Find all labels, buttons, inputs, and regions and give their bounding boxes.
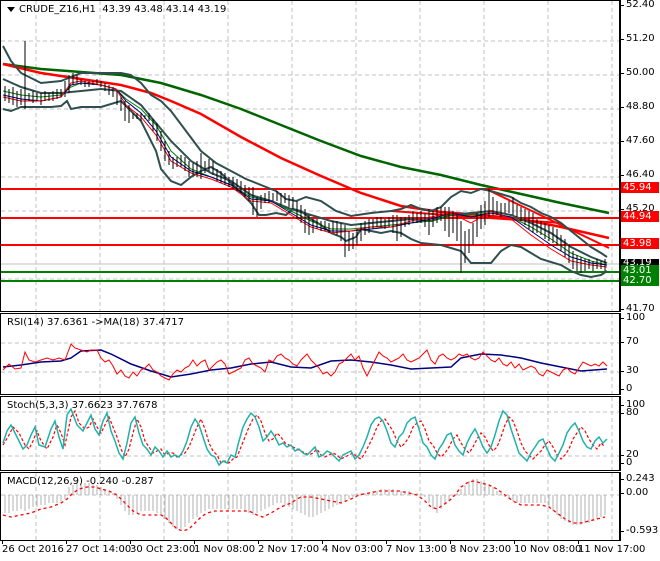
rsi-line <box>2 343 608 381</box>
time-label: 8 Nov 23:00 <box>450 540 512 555</box>
rsi-label: RSI(14) 37.6361 ->MA(18) 37.4717 <box>7 317 184 328</box>
rsi-tick: 30 <box>621 365 639 376</box>
bollinger-upper <box>2 45 608 258</box>
price-bars <box>4 41 606 273</box>
time-label: 4 Nov 03:00 <box>322 540 384 555</box>
rsi-canvas <box>1 314 619 394</box>
time-label: 1 Nov 08:00 <box>194 540 256 555</box>
symbol-name: CRUDE_Z16,H1 <box>19 4 96 15</box>
current-price-tag: 43.19 <box>621 259 659 267</box>
rsi-axis: 100 70 30 0 <box>620 312 660 395</box>
stoch-canvas <box>1 397 619 470</box>
macd-tick: 0.243 <box>621 473 655 484</box>
stoch-tick: 80 <box>621 407 639 418</box>
ohlc-values: 43.39 43.48 43.14 43.19 <box>102 4 227 15</box>
ma-slow-green <box>2 62 610 215</box>
trendline-1[interactable] <box>485 188 610 249</box>
stoch-signal-line <box>2 409 606 464</box>
grid <box>1 1 619 311</box>
time-label: 27 Oct 14:00 <box>66 540 132 555</box>
time-label: 30 Oct 23:00 <box>130 540 196 555</box>
rsi-tick: 100 <box>621 312 645 323</box>
level-tag-42-70: 42.70 <box>621 275 659 286</box>
price-tick: 51.20 <box>621 33 655 44</box>
stoch-tick: 20 <box>621 449 639 460</box>
stochastic-panel[interactable]: Stoch(5,3,3) 37.6623 37.7678 <box>0 396 620 471</box>
level-tag-45-94: 45.94 <box>621 182 659 193</box>
price-tick: 41.70 <box>621 303 655 314</box>
macd-label: MACD(12,26,9) -0.240 -0.287 <box>7 476 154 487</box>
price-tick: 47.60 <box>621 135 655 146</box>
stoch-tick: 100 <box>621 399 645 410</box>
time-axis[interactable]: 26 Oct 2016 27 Oct 14:00 30 Oct 23:00 1 … <box>0 540 645 561</box>
dropdown-arrow-icon[interactable] <box>7 6 15 12</box>
macd-panel[interactable]: MACD(12,26,9) -0.240 -0.287 <box>0 472 620 541</box>
price-tick: 48.80 <box>621 101 655 112</box>
level-tag-44-94: 44.94 <box>621 211 659 222</box>
stoch-main-line <box>2 407 608 467</box>
macd-histogram <box>4 479 606 529</box>
price-tick: 45.20 <box>621 203 655 214</box>
level-tag-43-01: 43.01 <box>621 265 659 276</box>
macd-signal-line <box>2 480 606 532</box>
stoch-label: Stoch(5,3,3) 37.6623 37.7678 <box>7 400 158 411</box>
price-tick: 46.40 <box>621 169 655 180</box>
bollinger-lower <box>2 99 608 279</box>
symbol-header: CRUDE_Z16,H1 43.39 43.48 43.14 43.19 <box>7 4 226 15</box>
macd-tick: -0.593 <box>621 525 658 536</box>
price-tick: 50.00 <box>621 67 655 78</box>
time-label: 10 Nov 08:00 <box>514 540 582 555</box>
macd-axis: 0.243 0.00 -0.593 <box>620 472 660 541</box>
time-label: 26 Oct 2016 <box>2 540 64 555</box>
time-label: 7 Nov 13:00 <box>386 540 448 555</box>
time-label: 11 Nov 17:00 <box>578 540 646 555</box>
level-tag-43-98: 43.98 <box>621 238 659 249</box>
price-axis[interactable]: 52.40 51.20 50.00 48.80 47.60 46.40 45.2… <box>620 0 660 314</box>
stoch-tick: 0 <box>621 457 632 468</box>
time-label: 2 Nov 17:00 <box>258 540 320 555</box>
macd-canvas <box>1 473 619 540</box>
rsi-tick: 70 <box>621 336 639 347</box>
rsi-ma-line <box>2 349 608 378</box>
rsi-panel[interactable]: RSI(14) 37.6361 ->MA(18) 37.4717 <box>0 313 620 395</box>
macd-tick: 0.00 <box>621 487 648 498</box>
stoch-axis: 100 80 20 0 <box>620 396 660 471</box>
rsi-tick: 0 <box>621 383 632 394</box>
price-tick: 52.40 <box>621 0 655 10</box>
ma-slow-red <box>2 62 610 240</box>
ma-fast-green <box>2 82 608 266</box>
ma-fast-blue <box>2 82 608 266</box>
price-chart-canvas <box>1 1 619 311</box>
price-chart-panel[interactable]: CRUDE_Z16,H1 43.39 43.48 43.14 43.19 <box>0 0 620 312</box>
